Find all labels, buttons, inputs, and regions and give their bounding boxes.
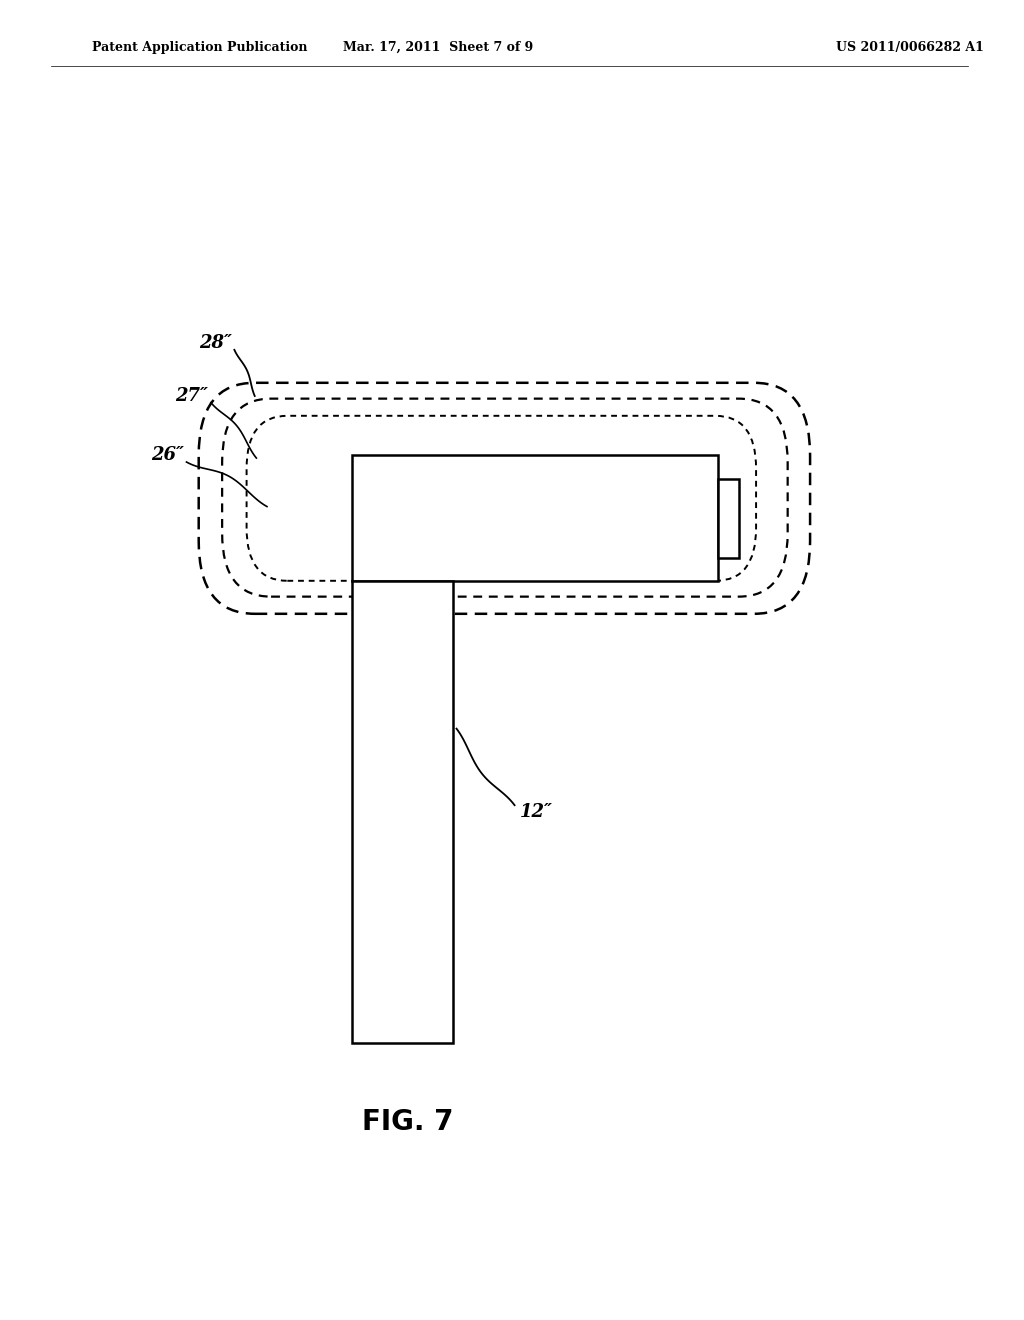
Bar [351,455,719,581]
Text: FIG. 7: FIG. 7 [361,1107,454,1137]
Bar [719,479,738,557]
Text: 27″: 27″ [175,387,208,405]
Text: 26″: 26″ [151,446,184,465]
Text: Patent Application Publication: Patent Application Publication [92,41,307,54]
Bar [351,581,454,1043]
Text: 28″: 28″ [199,334,231,352]
Text: 12″: 12″ [519,803,553,821]
Text: US 2011/0066282 A1: US 2011/0066282 A1 [836,41,983,54]
Text: Mar. 17, 2011  Sheet 7 of 9: Mar. 17, 2011 Sheet 7 of 9 [343,41,534,54]
